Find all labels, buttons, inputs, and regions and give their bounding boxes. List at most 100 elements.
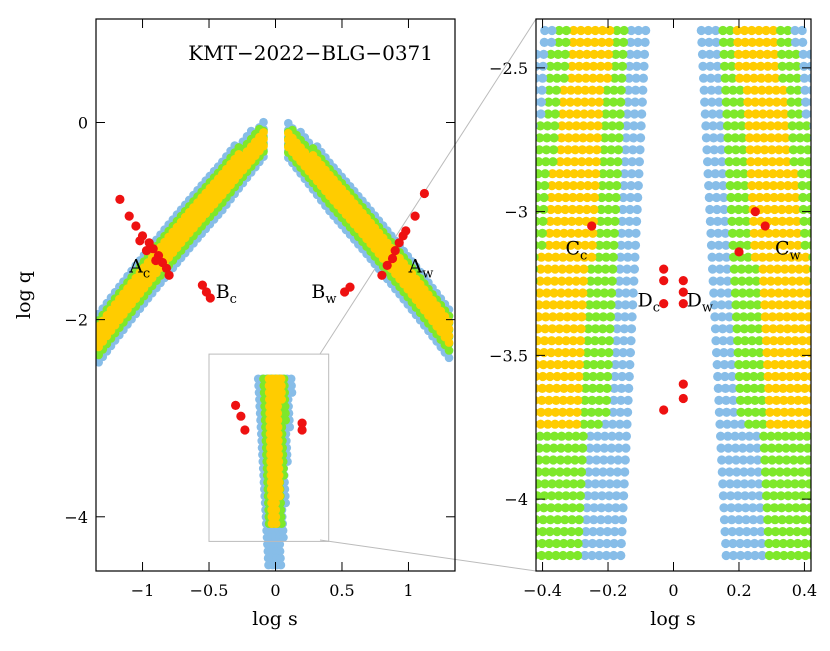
right-point [724,145,734,155]
right-point [601,407,611,417]
right-point [749,383,759,393]
right-point [548,300,559,310]
right-point [812,169,821,178]
right-point [784,360,794,370]
right-red-point [659,405,669,415]
right-point [589,204,599,215]
right-point [612,479,622,489]
right-point [718,25,728,36]
left-x-axis-label: log s [252,608,297,630]
right-point [548,455,558,465]
right-point [501,408,510,417]
right-point [733,348,743,358]
right-point [598,467,608,477]
right-point [582,360,592,370]
right-x-tick-label: −0.2 [589,581,628,600]
right-point [625,204,635,215]
right-point [775,324,785,334]
right-point [754,25,764,36]
right-point [807,85,811,95]
right-point [816,408,825,417]
right-point [622,419,632,429]
right-point [586,109,596,119]
right-point [776,25,786,36]
right-point [576,467,587,477]
right-point [738,455,748,465]
right-point [623,240,633,250]
right-point [564,276,574,286]
right-point [543,407,553,417]
right-point [699,85,709,95]
right-point [540,467,551,477]
right-point [757,395,767,405]
right-point [536,85,540,95]
right-point [522,253,531,262]
right-point [611,348,621,358]
right-point [742,538,752,549]
right-point [747,479,757,489]
right-point [763,527,773,537]
right-point [568,192,578,203]
right-point [620,312,630,322]
right-point [580,383,591,393]
right-point [628,300,638,310]
right-point [721,85,731,95]
right-point [718,479,728,489]
right-point [801,419,811,429]
right-point [706,228,716,238]
right-point [589,49,599,60]
right-point [803,157,811,167]
left-point [277,388,286,397]
right-point [519,324,528,333]
right-point [817,444,826,453]
right-point [583,169,594,179]
left-red-point [390,246,400,256]
right-point [787,121,797,131]
right-point [479,551,488,560]
right-point [790,479,800,489]
right-point [521,277,530,286]
right-point [494,539,503,548]
right-point [751,264,761,274]
right-point [616,97,626,107]
right-point [560,61,570,71]
right-point [728,550,739,561]
right-point [739,157,749,167]
right-point [615,252,626,262]
right-point [631,85,641,95]
right-point [761,169,771,179]
right-point [805,491,811,501]
right-point [604,181,615,191]
right-point [550,121,560,131]
right-point [752,288,762,298]
right-point [512,157,521,166]
right-point [723,133,733,143]
right-point [593,419,603,429]
right-point [583,324,593,334]
right-point [773,431,783,441]
right-point [551,550,561,561]
right-point [591,157,601,167]
right-point [518,336,527,345]
right-point [599,455,609,465]
right-point [550,276,560,286]
right-point [558,97,568,107]
left-point [273,409,283,418]
right-point [755,348,765,358]
right-point [777,515,787,525]
right-point [823,265,830,274]
right-point [556,300,566,310]
right-point [814,527,823,536]
left-point [285,422,295,432]
right-point [756,61,766,71]
right-x-tick-label: 0.2 [726,581,751,600]
right-point [536,458,537,462]
right-point [579,419,589,429]
right-point [718,324,728,334]
right-point [770,371,781,382]
right-point [754,324,764,334]
right-point [817,133,826,142]
right-point [498,467,507,476]
right-point [785,228,795,238]
right-point [762,204,773,215]
